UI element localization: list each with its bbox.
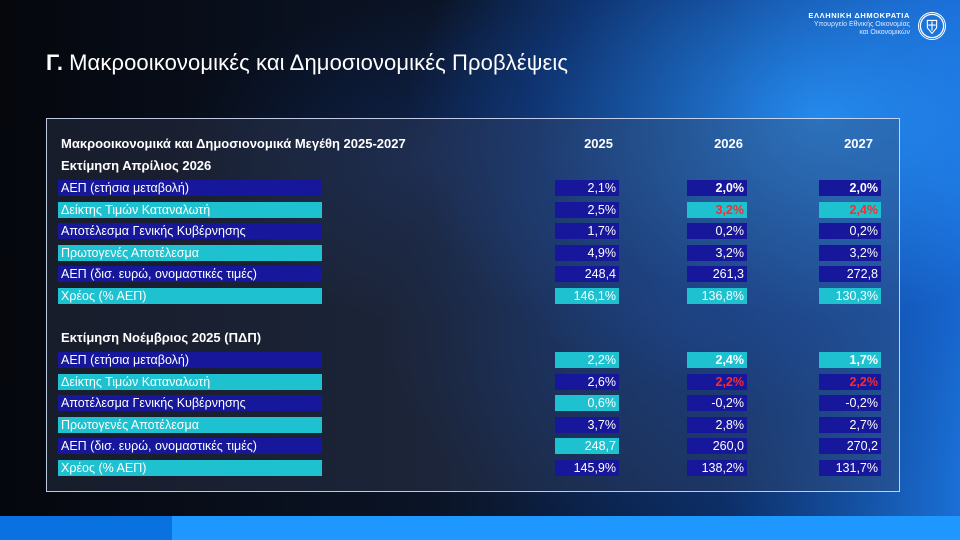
table-row: ΑΕΠ (ετήσια μεταβολή) 2,1% 2,0% 2,0% [47,180,899,198]
table-row: Δείκτης Τιμών Καταναλωτή 2,5% 3,2% 2,4% [47,201,899,220]
value-cell-2025: 248,7 [555,438,619,455]
value-cell-2025: 1,7% [555,223,619,240]
table-header-row: Μακροοικονομικά και Δημοσιονομικά Μεγέθη… [47,136,899,154]
ministry-name-line1: Υπουργείο Εθνικής Οικονομίας [813,20,910,28]
footer-bar-accent [172,516,960,540]
table-row: Χρέος (% ΑΕΠ) 145,9% 138,2% 131,7% [47,460,899,478]
row-label: Πρωτογενές Αποτέλεσμα [58,416,322,433]
table-row: Χρέος (% ΑΕΠ) 146,1% 136,8% 130,3% [47,288,899,306]
table-row: Πρωτογενές Αποτέλεσμα 4,9% 3,2% 3,2% [47,244,899,263]
row-label: Αποτέλεσμα Γενικής Κυβέρνησης [58,223,322,240]
section-letter: Γ. [46,50,64,75]
table-row: Πρωτογενές Αποτέλεσμα 3,7% 2,8% 2,7% [47,416,899,435]
value-cell-2027: 0,2% [819,223,881,240]
footer-bar [0,516,960,540]
value-cell-2025: 3,7% [555,416,619,433]
value-cell-2025: 146,1% [555,288,619,304]
value-cell-2027: 3,2% [819,244,881,261]
table-row: Αποτέλεσμα Γενικής Κυβέρνησης 1,7% 0,2% 0,2… [47,223,899,241]
value-cell-2027: 272,8 [819,266,881,283]
row-label: Χρέος (% ΑΕΠ) [58,288,322,304]
value-cell-2027: 130,3% [819,288,881,304]
value-cell-2027: 2,7% [819,416,881,433]
row-label: ΑΕΠ (δισ. ευρώ, ονομαστικές τιμές) [58,266,322,283]
ministry-logo: ΕΛΛΗΝΙΚΗ ΔΗΜΟΚΡΑΤΙΑ Υπουργείο Εθνικής Οι… [808,11,946,40]
row-label: ΑΕΠ (ετήσια μεταβολή) [58,352,322,368]
value-cell-2025: 2,6% [555,373,619,390]
value-cell-2027: 2,4% [819,201,881,218]
page-title: Γ. Μακροοικονομικές και Δημοσιονομικές Πρ… [46,50,568,76]
value-cell-2026: 0,2% [687,223,747,240]
value-cell-2025: 145,9% [555,460,619,476]
value-cell-2025: 2,5% [555,201,619,218]
row-label: ΑΕΠ (δισ. ευρώ, ονομαστικές τιμές) [58,438,322,455]
row-label: Χρέος (% ΑΕΠ) [58,460,322,476]
section-title-row: Εκτίμηση Απρίλιος 2026 [47,158,899,176]
org-name: ΕΛΛΗΝΙΚΗ ΔΗΜΟΚΡΑΤΙΑ [808,11,910,20]
table-heading: Μακροοικονομικά και Δημοσιονομικά Μεγέθη… [61,136,406,151]
value-cell-2027: -0,2% [819,395,881,412]
table-row: ΑΕΠ (δισ. ευρώ, ονομαστικές τιμές) 248,7 2… [47,438,899,456]
row-label: Πρωτογενές Αποτέλεσμα [58,244,322,261]
value-cell-2026: 3,2% [687,201,747,218]
value-cell-2026: 2,4% [687,352,747,368]
value-cell-2025: 2,1% [555,180,619,196]
value-cell-2026: -0,2% [687,395,747,412]
section-title-row: Εκτίμηση Νοέμβριος 2025 (ΠΔΠ) [47,330,899,348]
value-cell-2025: 4,9% [555,244,619,261]
value-cell-2026: 260,0 [687,438,747,455]
section-title: Εκτίμηση Απρίλιος 2026 [61,158,212,173]
value-cell-2026: 2,8% [687,416,747,433]
row-label: ΑΕΠ (ετήσια μεταβολή) [58,180,322,196]
value-cell-2025: 2,2% [555,352,619,368]
row-label: Αποτέλεσμα Γενικής Κυβέρνησης [58,395,322,412]
value-cell-2026: 3,2% [687,244,747,261]
value-cell-2026: 138,2% [687,460,747,476]
greek-emblem-icon [918,12,946,40]
value-cell-2027: 131,7% [819,460,881,476]
ministry-name-line2: και Οικονομικών [859,28,910,36]
year-header-2025: 2025 [584,136,613,151]
value-cell-2026: 2,0% [687,180,747,196]
value-cell-2026: 261,3 [687,266,747,283]
page-title-text: Μακροοικονομικές και Δημοσιονομικές Προβ… [69,50,569,75]
table-row: Αποτέλεσμα Γενικής Κυβέρνησης 0,6% -0,2% -0… [47,395,899,413]
value-cell-2025: 0,6% [555,395,619,412]
value-cell-2026: 136,8% [687,288,747,304]
value-cell-2026: 2,2% [687,373,747,390]
value-cell-2027: 2,0% [819,180,881,196]
value-cell-2027: 2,2% [819,373,881,390]
value-cell-2027: 1,7% [819,352,881,368]
section-title: Εκτίμηση Νοέμβριος 2025 (ΠΔΠ) [61,330,262,345]
table-row: ΑΕΠ (δισ. ευρώ, ονομαστικές τιμές) 248,4 2… [47,266,899,284]
row-label: Δείκτης Τιμών Καταναλωτή [58,201,322,218]
value-cell-2025: 248,4 [555,266,619,283]
year-header-2026: 2026 [714,136,743,151]
row-label: Δείκτης Τιμών Καταναλωτή [58,373,322,390]
value-cell-2027: 270,2 [819,438,881,455]
table-row: Δείκτης Τιμών Καταναλωτή 2,6% 2,2% 2,2% [47,373,899,392]
table-row: ΑΕΠ (ετήσια μεταβολή) 2,2% 2,4% 1,7% [47,352,899,370]
year-header-2027: 2027 [844,136,873,151]
macro-table: Μακροοικονομικά και Δημοσιονομικά Μεγέθη… [46,118,900,492]
